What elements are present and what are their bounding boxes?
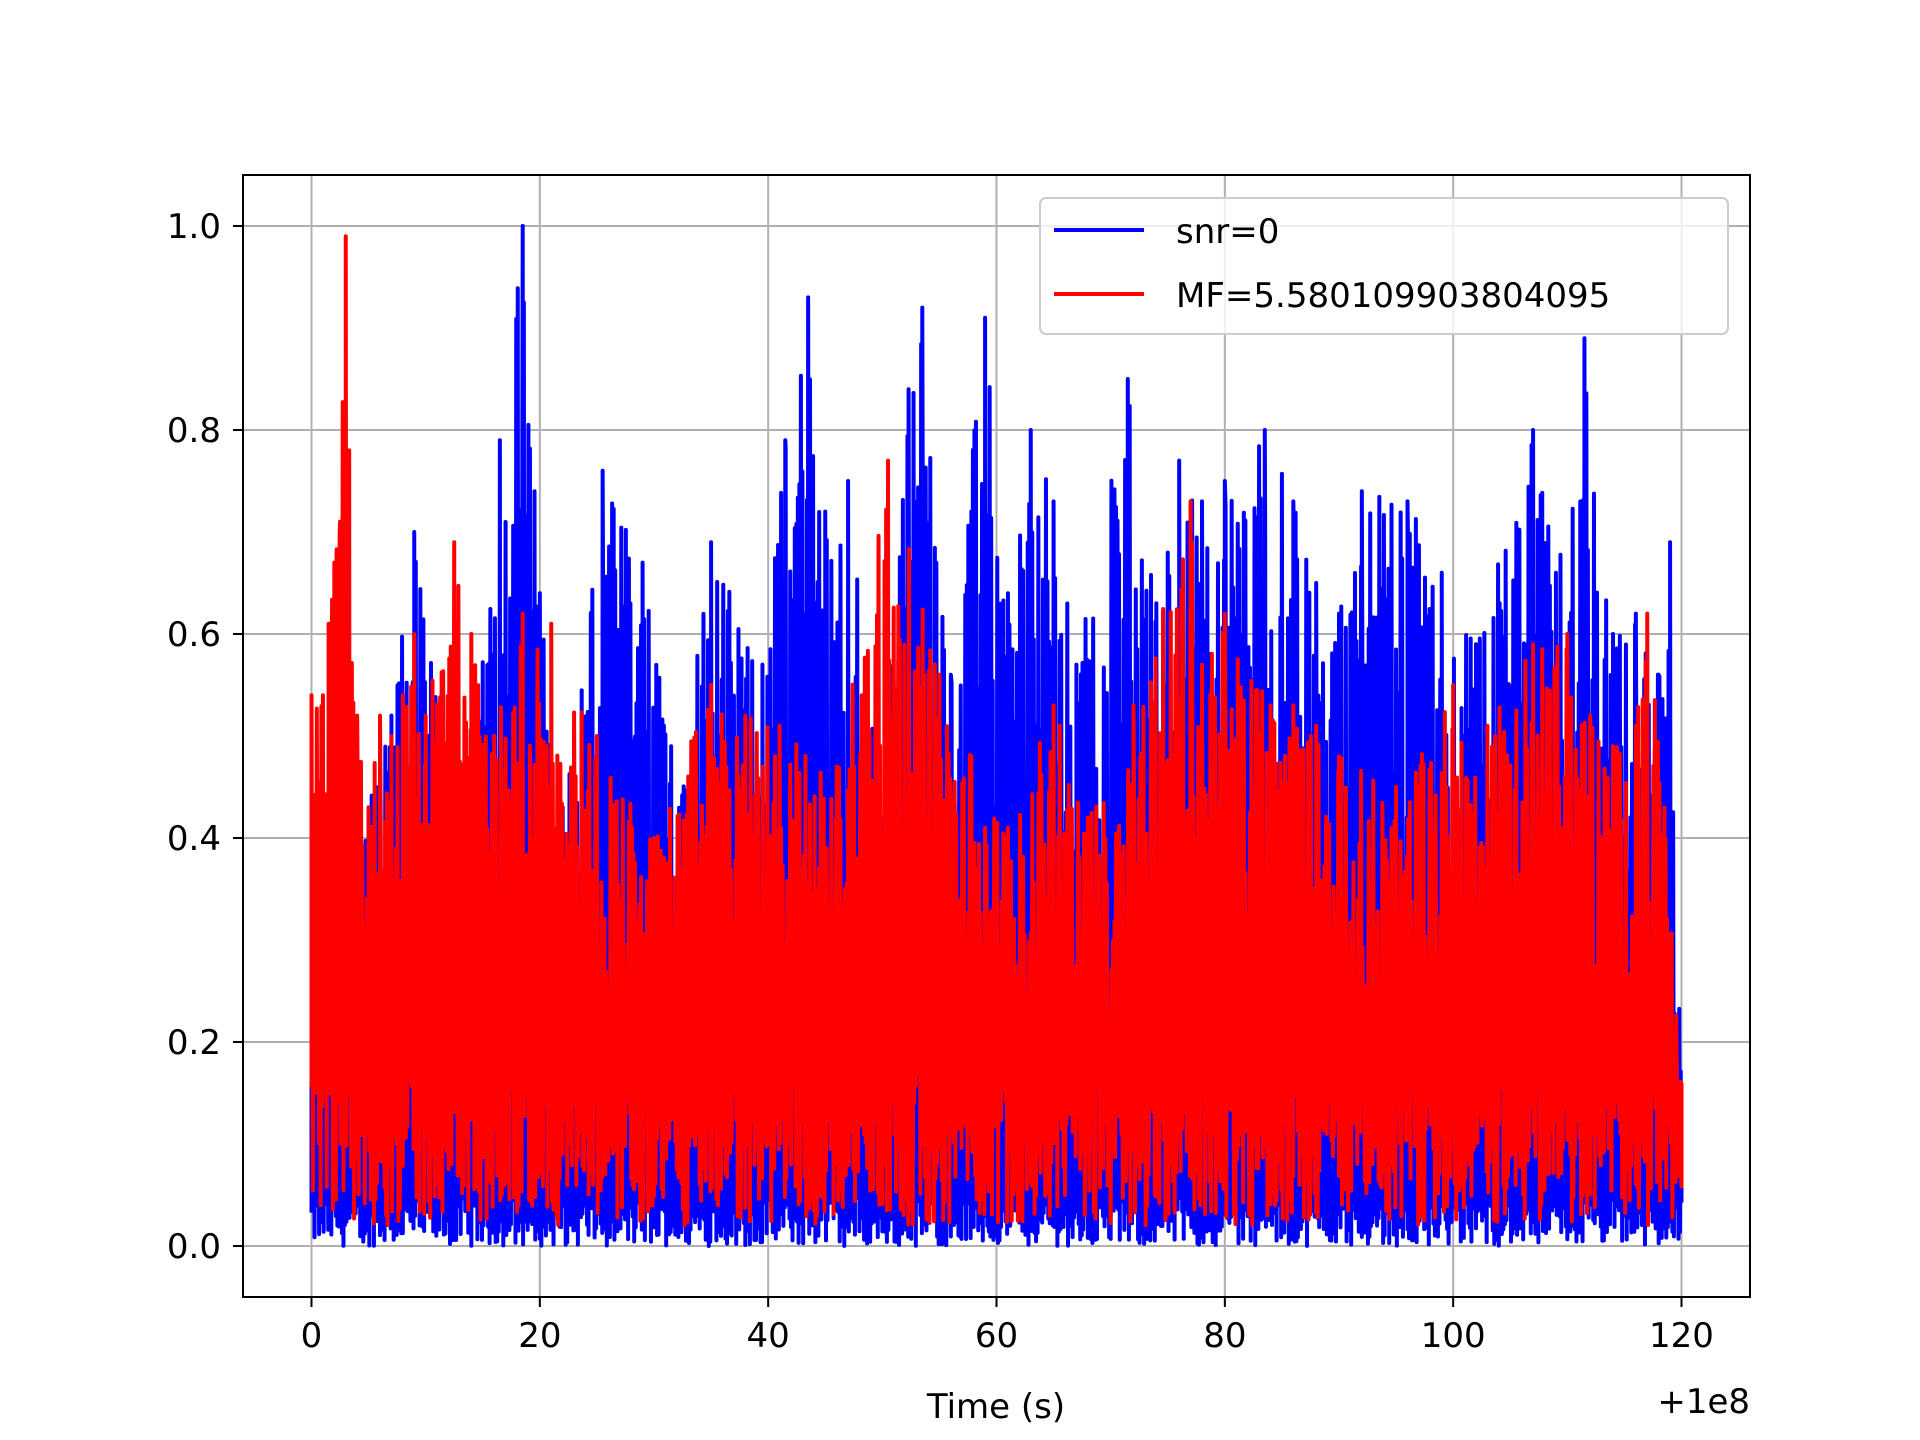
x-tick-label: 40 — [747, 1316, 790, 1356]
y-tick-label: 0.8 — [167, 411, 221, 451]
series-layer — [309, 224, 1684, 1248]
legend-box — [1039, 197, 1729, 335]
x-tick-label: 100 — [1421, 1316, 1486, 1356]
x-tick-label: 120 — [1649, 1316, 1714, 1356]
legend: snr=0 MF=5.580109903804095 — [1039, 197, 1729, 335]
x-offset-label: +1e8 — [1657, 1382, 1750, 1422]
x-tick-label: 80 — [1203, 1316, 1246, 1356]
legend-label-mf: MF=5.580109903804095 — [1176, 276, 1610, 316]
y-tick-label: 1.0 — [167, 207, 221, 247]
y-tick-label: 0.4 — [167, 819, 221, 859]
ticks: 0 20 40 60 80 100 120 0.0 0.2 0.4 0.6 0.8 1.0 — [167, 207, 1714, 1356]
y-tick-label: 0.6 — [167, 615, 221, 655]
y-tick-label: 0.0 — [167, 1227, 221, 1267]
y-tick-label: 0.2 — [167, 1023, 221, 1063]
x-tick-label: 60 — [975, 1316, 1018, 1356]
x-axis-label: Time (s) — [926, 1387, 1065, 1427]
x-tick-label: 0 — [301, 1316, 323, 1356]
legend-label-snr: snr=0 — [1176, 212, 1279, 252]
series-line-1 — [309, 234, 1684, 1228]
x-tick-label: 20 — [518, 1316, 561, 1356]
